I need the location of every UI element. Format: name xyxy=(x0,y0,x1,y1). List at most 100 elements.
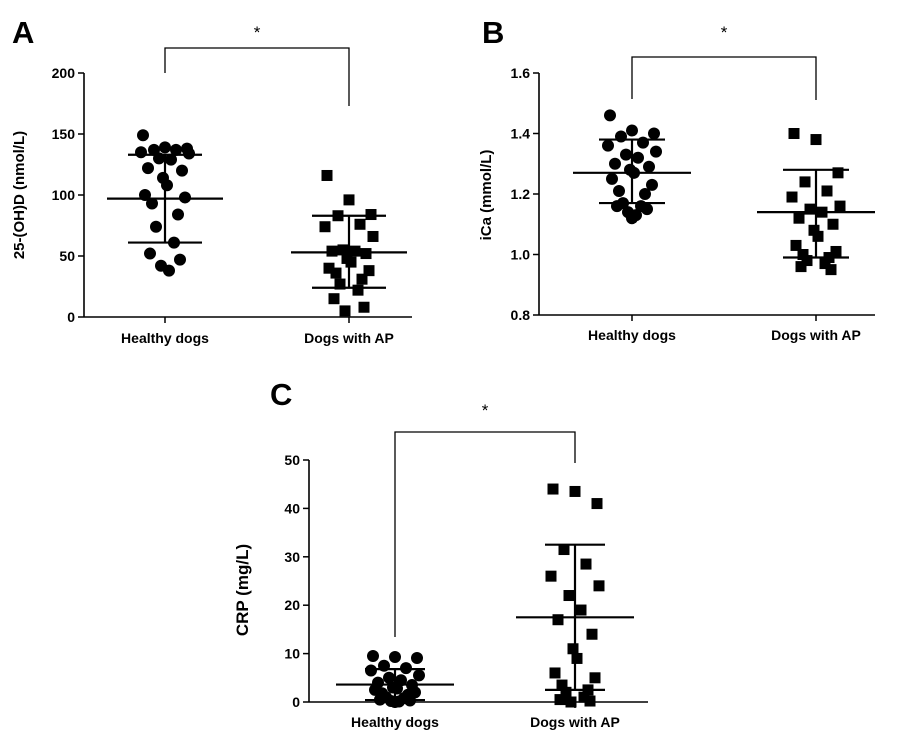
data-point xyxy=(337,244,349,256)
data-point xyxy=(365,209,377,221)
data-point xyxy=(609,157,621,170)
group-ap xyxy=(291,169,407,317)
data-point xyxy=(834,200,846,212)
x-tick-label: Healthy dogs xyxy=(121,330,209,346)
data-point xyxy=(354,218,366,230)
data-point xyxy=(172,208,184,221)
y-tick-label: 100 xyxy=(52,187,76,203)
data-point xyxy=(135,146,147,159)
data-point xyxy=(545,570,557,582)
x-tick-label: Dogs with AP xyxy=(771,327,861,343)
y-tick-label: 10 xyxy=(284,646,300,662)
data-point xyxy=(349,245,361,257)
data-point xyxy=(567,643,579,655)
data-point xyxy=(367,650,379,663)
data-point xyxy=(552,614,564,626)
data-point xyxy=(586,628,598,640)
significance-marker: * xyxy=(482,401,489,420)
data-point xyxy=(786,191,798,203)
data-point xyxy=(648,127,660,140)
data-point xyxy=(328,293,340,305)
y-axis-title: CRP (mg/L) xyxy=(233,544,252,636)
data-point xyxy=(606,172,618,185)
data-point xyxy=(565,696,577,708)
group-ap xyxy=(516,483,634,708)
y-tick-label: 40 xyxy=(284,500,300,516)
data-point xyxy=(827,218,839,230)
data-point xyxy=(556,679,568,691)
data-point xyxy=(591,498,603,510)
data-point xyxy=(795,261,807,273)
data-point xyxy=(832,167,844,179)
group-healthy xyxy=(573,109,691,225)
data-point xyxy=(790,239,802,251)
data-point xyxy=(163,264,175,277)
data-point xyxy=(797,249,809,260)
data-point xyxy=(174,253,186,266)
significance-bracket xyxy=(164,47,350,106)
data-point xyxy=(358,301,370,313)
data-point xyxy=(602,139,614,152)
data-point xyxy=(411,651,423,664)
y-tick-label: 200 xyxy=(52,65,76,81)
y-tick-label: 150 xyxy=(52,126,76,142)
data-point xyxy=(593,580,605,592)
data-point xyxy=(830,245,842,257)
data-point xyxy=(615,130,627,143)
data-point xyxy=(137,129,149,142)
data-point xyxy=(326,245,338,257)
data-point xyxy=(571,652,583,664)
x-tick-label: Dogs with AP xyxy=(530,714,620,730)
data-point xyxy=(637,136,649,149)
data-point xyxy=(639,188,651,200)
data-point xyxy=(360,248,372,260)
data-point xyxy=(613,184,625,197)
group-healthy xyxy=(107,129,223,277)
group-ap xyxy=(757,128,875,276)
data-point xyxy=(363,265,375,277)
x-tick-label: Dogs with AP xyxy=(304,330,394,346)
data-point xyxy=(150,220,162,233)
data-point xyxy=(352,284,364,296)
data-point xyxy=(578,691,590,703)
data-point xyxy=(825,264,837,276)
data-point xyxy=(146,197,158,210)
y-axis-title: 25-(OH)D (nmol/L) xyxy=(11,131,28,259)
panel-letter: B xyxy=(482,15,504,50)
data-point xyxy=(365,664,377,677)
data-point xyxy=(611,200,623,213)
data-point xyxy=(183,147,195,160)
data-point xyxy=(793,212,805,224)
data-point xyxy=(620,148,632,161)
data-point xyxy=(812,230,824,242)
data-point xyxy=(563,590,575,602)
significance-bracket xyxy=(631,56,817,100)
data-point xyxy=(319,221,331,233)
panel-letter: C xyxy=(270,377,292,412)
y-tick-label: 50 xyxy=(59,248,75,264)
x-tick-label: Healthy dogs xyxy=(351,714,439,730)
data-point xyxy=(604,109,616,122)
data-point xyxy=(321,169,333,181)
panel-a: A 0 50 100 150 200 Healthy dogs Dogs with AP 25-… xyxy=(11,15,412,346)
data-point xyxy=(560,686,572,698)
data-point xyxy=(330,267,342,279)
data-point xyxy=(165,153,177,166)
data-point xyxy=(799,176,811,188)
data-point xyxy=(554,694,566,706)
y-tick-label: 1.6 xyxy=(511,65,531,81)
data-point xyxy=(641,203,653,216)
data-point xyxy=(179,191,191,204)
data-point xyxy=(383,671,395,684)
y-tick-label: 1.2 xyxy=(511,186,531,202)
panel-c: C 0 10 20 30 40 50 Healthy dogs Dogs with AP CRP … xyxy=(233,377,648,730)
data-point xyxy=(804,203,816,215)
y-tick-label: 0.8 xyxy=(511,307,531,323)
data-point xyxy=(144,247,156,260)
data-point xyxy=(801,255,813,267)
data-point xyxy=(650,145,662,158)
data-point xyxy=(161,179,173,192)
data-point xyxy=(170,143,182,156)
data-point xyxy=(569,485,581,497)
significance-marker: * xyxy=(254,23,261,42)
